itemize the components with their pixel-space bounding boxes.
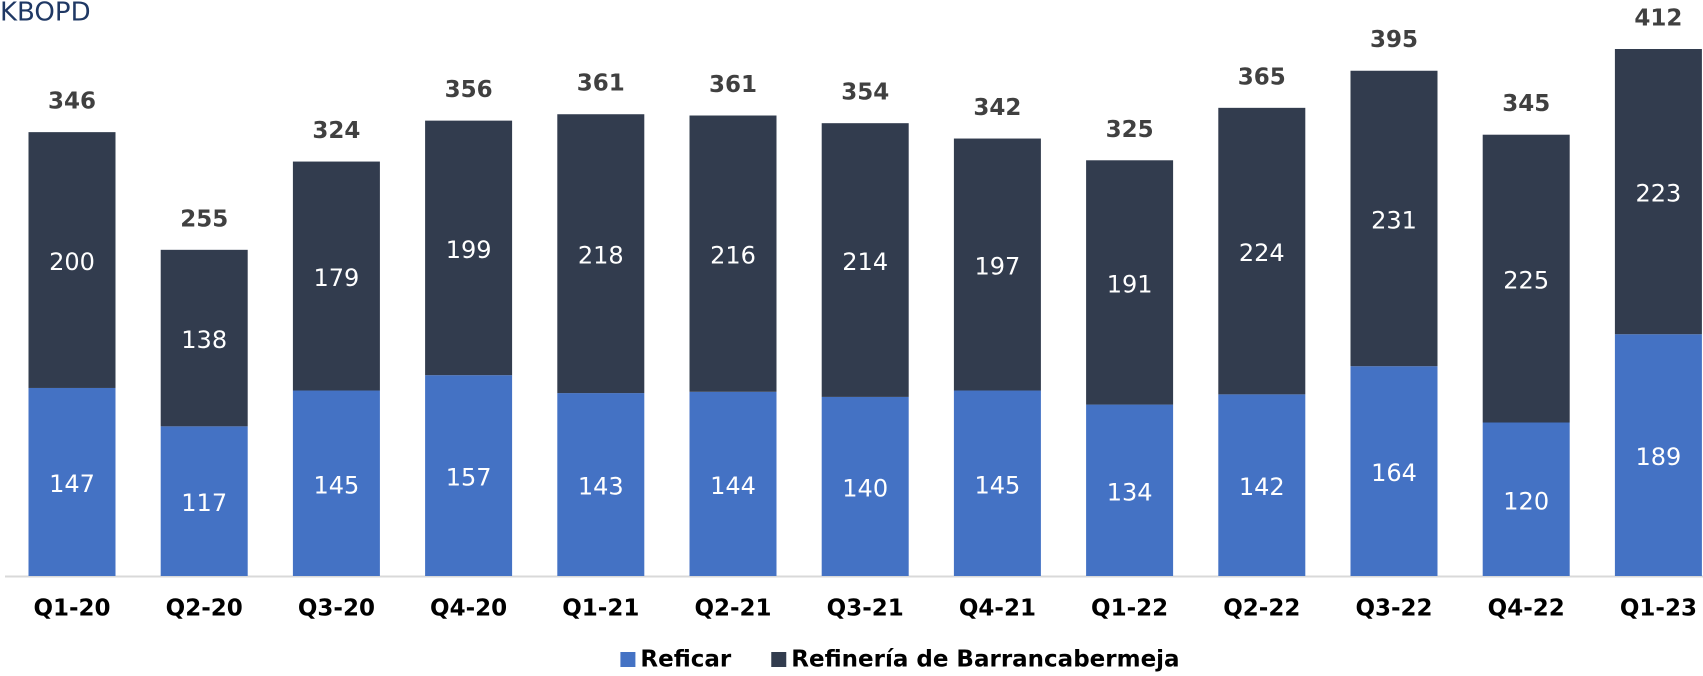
value-label: 144 [710,472,756,500]
bar-segment [1350,70,1438,367]
value-label: 164 [1371,459,1417,487]
value-label: 218 [578,242,624,270]
x-tick-label: Q3-22 [1355,596,1432,622]
value-label: 140 [842,474,888,502]
total-label: 354 [841,80,889,106]
bar-segment [1086,160,1174,405]
bar-segment [1482,134,1570,423]
bar-segment [292,390,380,576]
total-label: 365 [1238,64,1286,90]
bar-segment [953,390,1041,576]
total-label: 361 [577,71,625,97]
value-label: 145 [313,471,359,499]
value-label: 200 [49,248,95,276]
x-tick-label: Q2-22 [1223,596,1300,622]
value-label: 142 [1239,473,1285,501]
x-tick-label: Q2-21 [694,596,771,622]
value-label: 145 [974,471,1020,499]
x-tick-label: Q1-22 [1091,596,1168,622]
total-label: 361 [709,72,757,98]
value-label: 231 [1371,206,1417,234]
bar-segment [292,161,380,391]
legend-swatch [771,652,787,667]
bar-segment [1086,404,1174,576]
value-label: 189 [1635,443,1681,471]
x-tick-label: Q4-21 [959,596,1036,622]
bar-segment [28,387,116,576]
x-tick-label: Q4-20 [430,596,507,622]
value-label: 143 [578,473,624,501]
value-label: 117 [181,489,227,517]
bar-segment [689,391,777,576]
total-label: 356 [445,77,493,103]
bar-segment [28,132,116,388]
value-label: 223 [1635,180,1681,208]
bar-segment [821,396,909,576]
bar-segment [1218,394,1306,576]
bar-segment [689,115,777,392]
value-label: 197 [974,253,1020,281]
x-tick-label: Q2-20 [166,596,243,622]
total-label: 412 [1634,6,1682,32]
legend-label: Reficar [640,647,732,673]
value-label: 224 [1239,239,1285,267]
value-label: 179 [313,264,359,292]
value-label: 134 [1107,478,1153,506]
value-label: 120 [1503,487,1549,515]
x-tick-label: Q3-20 [298,596,375,622]
x-tick-label: Q1-23 [1620,596,1697,622]
total-label: 346 [48,89,96,115]
legend-label: Refinería de Barrancabermeja [791,647,1179,673]
bar-segment [1614,334,1702,576]
chart-title: KBOPD [0,0,91,28]
bar-segment [557,393,645,576]
total-label: 395 [1370,27,1418,53]
x-tick-label: Q1-20 [33,596,110,622]
bar-segment [953,138,1041,391]
value-label: 199 [446,236,492,264]
bar-segment [1350,366,1438,576]
value-label: 138 [181,326,227,354]
bar-segment [557,114,645,394]
total-label: 325 [1106,117,1154,143]
x-tick-label: Q3-21 [827,596,904,622]
value-label: 216 [710,242,756,270]
bar-segment [160,426,248,576]
total-label: 345 [1502,91,1550,117]
value-label: 225 [1503,267,1549,295]
bar-segment [1218,107,1306,395]
value-label: 147 [49,470,95,498]
total-label: 255 [180,206,228,232]
x-tick-label: Q1-21 [562,596,639,622]
bar-segment [160,249,248,427]
total-label: 342 [973,95,1021,121]
value-label: 214 [842,248,888,276]
bar-segment [821,123,909,397]
bar-segment [425,120,513,376]
legend-swatch [620,652,636,667]
bar-segment [425,375,513,576]
total-label: 324 [312,118,360,144]
bar-segment [1482,422,1570,576]
bar-segment [1614,49,1702,335]
x-tick-label: Q4-22 [1488,596,1565,622]
value-label: 191 [1107,270,1153,298]
value-label: 157 [446,464,492,492]
